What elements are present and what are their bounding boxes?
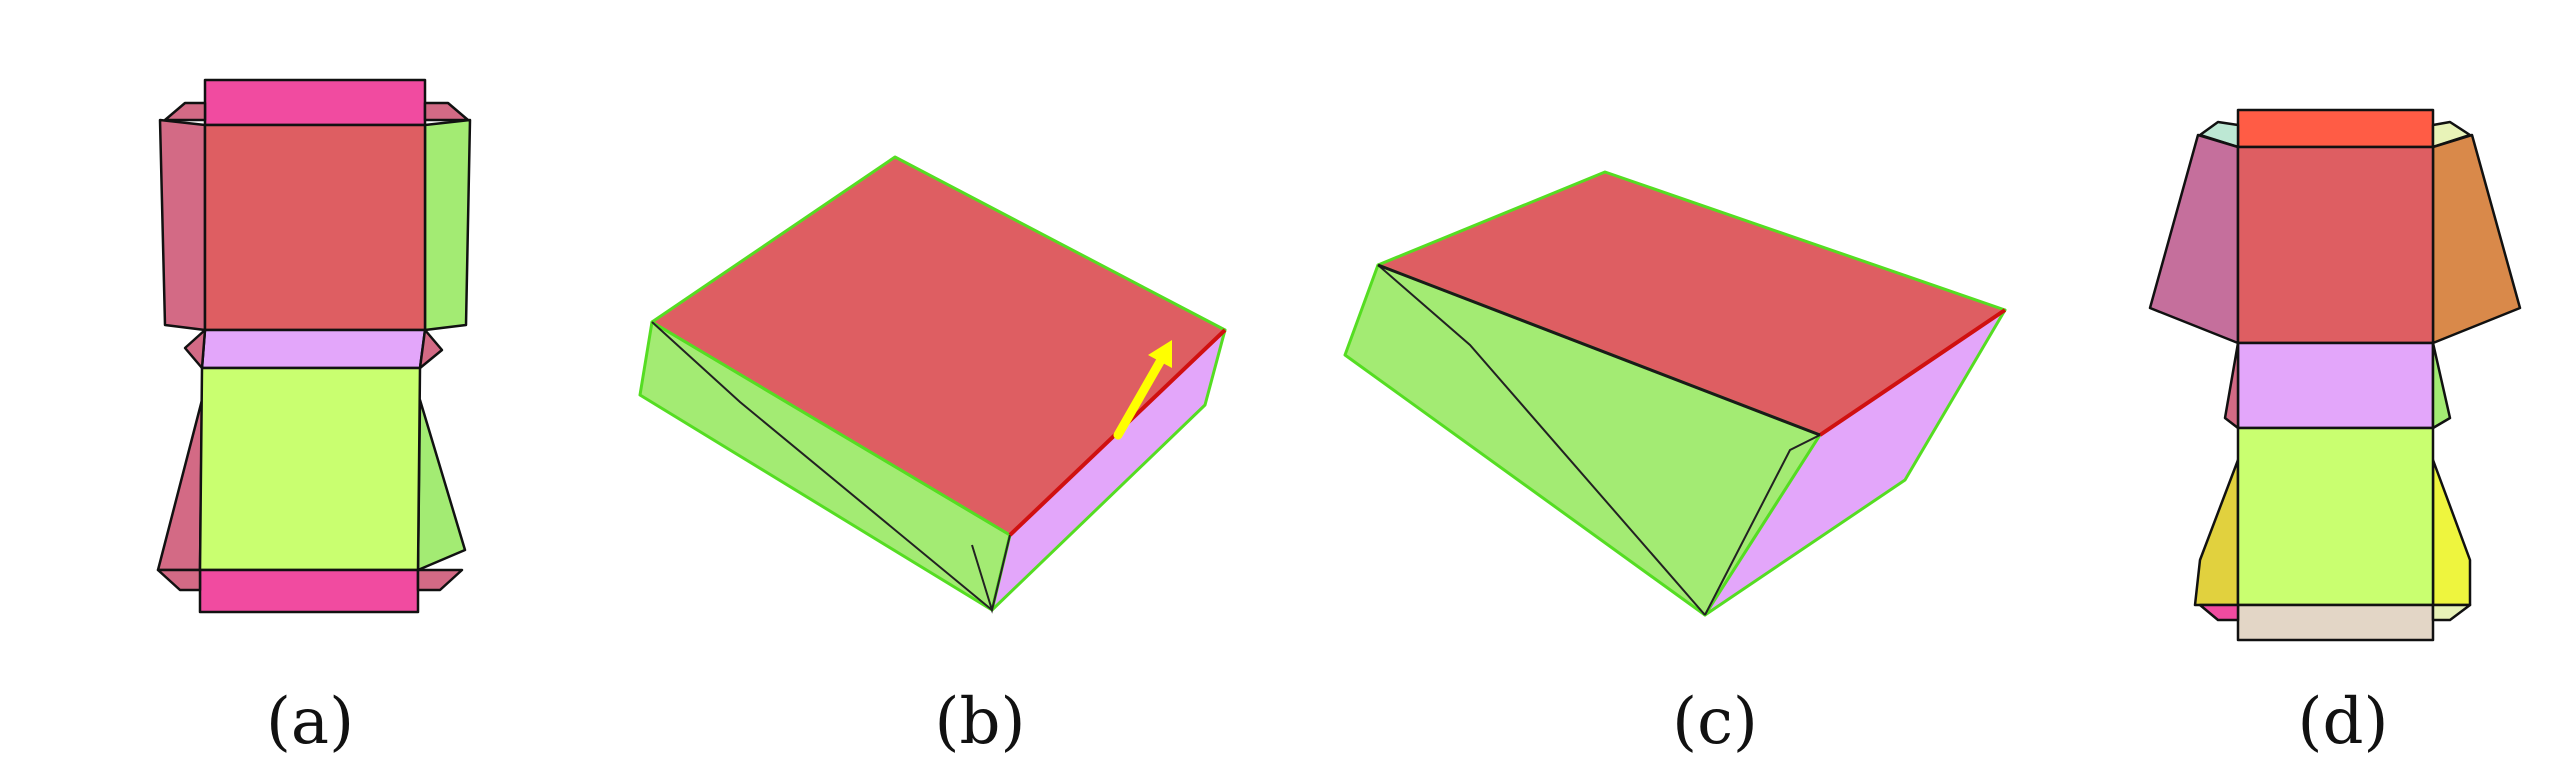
caption-d: (d) bbox=[2298, 685, 2389, 759]
net-a-ear-mid-right bbox=[418, 328, 444, 370]
net-a-lilac-strip bbox=[200, 328, 427, 370]
net-a-left-flap bbox=[158, 118, 207, 332]
caption-b: (b) bbox=[935, 685, 1026, 759]
net-d-left-flap bbox=[2148, 133, 2240, 345]
net-a-bottom-tab bbox=[198, 568, 420, 614]
caption-a: (a) bbox=[266, 685, 354, 759]
caption-c: (c) bbox=[1672, 685, 1758, 759]
box-c-fold-line-1 bbox=[1377, 264, 1706, 616]
net-a-ear-bottom-right bbox=[416, 568, 464, 592]
net-a-lower-right-flap bbox=[416, 398, 467, 572]
box-b-fold-line-2 bbox=[971, 534, 1011, 614]
net-a-top-tab bbox=[203, 78, 427, 127]
net-d-ear-bottom-right bbox=[2431, 603, 2472, 622]
net-a-right-flap bbox=[423, 118, 472, 332]
net-d-lower-right-flap bbox=[2431, 458, 2472, 607]
box-b-top-face bbox=[650, 155, 1227, 537]
net-a-ear-top-left bbox=[163, 101, 207, 122]
net-d-ear-mid-left bbox=[2223, 341, 2240, 430]
panel-d-net bbox=[2148, 108, 2522, 642]
box-b-fold-line-1 bbox=[651, 321, 993, 611]
panel-b-box bbox=[638, 155, 1227, 614]
net-a-ear-mid-left bbox=[183, 328, 207, 370]
net-a-lower-left-flap bbox=[156, 398, 204, 572]
net-d-ear-bottom-left bbox=[2198, 603, 2240, 622]
panel-a-net bbox=[156, 78, 472, 614]
net-a-bottom-face bbox=[198, 366, 422, 572]
net-d-top-tab bbox=[2236, 108, 2435, 149]
net-a-ear-bottom-left bbox=[156, 568, 202, 592]
net-a-top-face bbox=[203, 123, 427, 332]
box-c-edge-dark bbox=[1377, 263, 1821, 437]
net-d-right-flap bbox=[2431, 133, 2522, 345]
net-d-lower-left-flap bbox=[2193, 458, 2240, 607]
net-d-ear-mid-right bbox=[2431, 341, 2452, 430]
direction-arrow-icon bbox=[1113, 340, 1172, 440]
net-d-bottom-face bbox=[2236, 426, 2435, 607]
net-d-top-face bbox=[2236, 145, 2435, 345]
box-c-edge-highlight bbox=[1818, 308, 2007, 437]
net-d-lilac-strip bbox=[2236, 341, 2435, 430]
net-a-ear-top-right bbox=[423, 101, 470, 122]
net-d-bottom-tab bbox=[2236, 603, 2435, 642]
box-c-fold-line-2 bbox=[1704, 434, 1821, 616]
panel-c-box bbox=[1343, 170, 2007, 617]
